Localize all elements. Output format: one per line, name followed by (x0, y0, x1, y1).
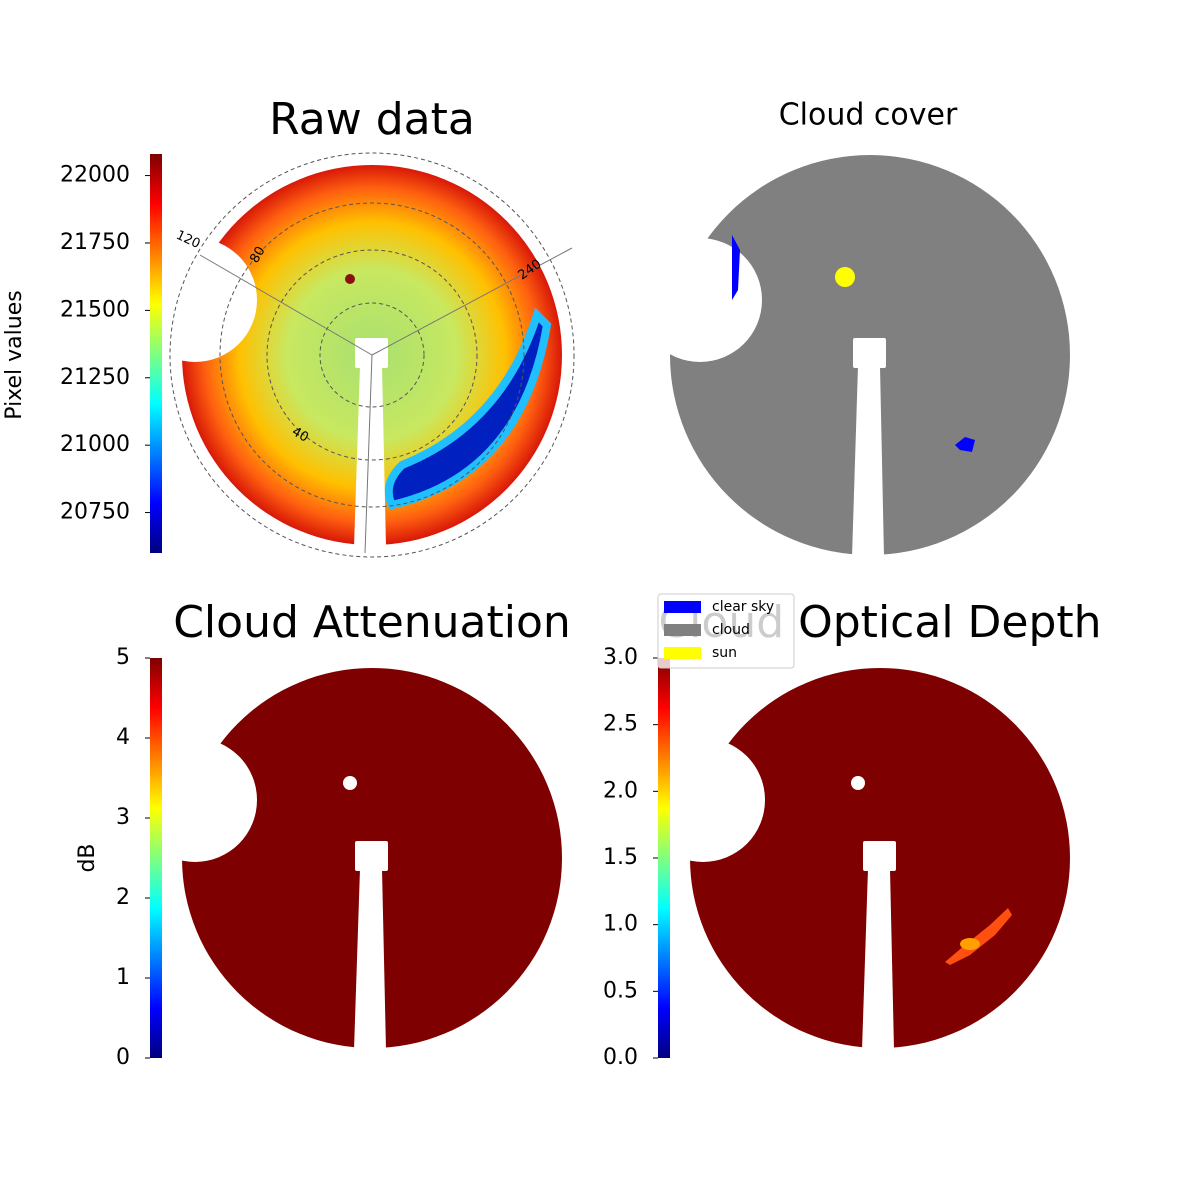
colorbar (658, 658, 670, 1058)
polar-grid (199, 254, 373, 356)
sky-image (641, 668, 1070, 1050)
colorbar-tick-label: 5 (116, 645, 130, 670)
colorbar-tick-label: 21750 (60, 230, 130, 255)
colorbar-tick-label: 3 (116, 805, 130, 830)
colorbar-tick-label: 2.0 (603, 778, 638, 803)
image-mask (355, 841, 388, 871)
polar-label: 80 (247, 244, 268, 266)
legend-swatch (664, 624, 701, 636)
colorbar-tick-label: 2 (116, 885, 130, 910)
polar-grid (266, 249, 478, 461)
colorbar-tick-label: 1.5 (603, 845, 638, 870)
colorbar-tick-label: 1.0 (603, 912, 638, 937)
colorbar-tick-label: 21000 (60, 432, 130, 457)
colorbar-tick-label: 0.5 (603, 978, 638, 1003)
image-mask (354, 366, 386, 547)
polar-label: 40 (289, 424, 311, 445)
legend-swatch (664, 647, 701, 659)
colorbar-tick-label: 1 (116, 965, 130, 990)
polar-grid (169, 152, 575, 558)
image-feature (945, 908, 1012, 965)
image-mask (863, 841, 896, 871)
image-mask (638, 238, 762, 362)
legend: clear sky cloud sun (657, 593, 795, 669)
polar-grid (364, 354, 373, 554)
image-mask (862, 869, 894, 1050)
image-feature (955, 437, 975, 452)
panel-title: Cloud cover (779, 98, 958, 133)
image-feature (345, 274, 355, 284)
legend-label: sun (712, 645, 737, 661)
polar-grid (371, 247, 573, 356)
image-mask (355, 338, 388, 368)
colorbar-tick-label: 21250 (60, 365, 130, 390)
colorbar-tick-label: 2.5 (603, 712, 638, 737)
colorbar-tick-label: 0.0 (603, 1045, 638, 1070)
image-feature (732, 235, 740, 300)
image-mask (343, 776, 357, 790)
image-mask (133, 738, 257, 862)
panel-title: Raw data (269, 94, 475, 145)
image-mask (354, 869, 386, 1050)
colorbar-tick-label: 21500 (60, 297, 130, 322)
sky-image (133, 165, 562, 547)
polar-grid (319, 302, 425, 408)
image-feature (960, 938, 980, 950)
image-mask (641, 738, 765, 862)
image-mask (133, 238, 257, 362)
colorbar-label: Pixel values (2, 290, 27, 419)
panel-title: Cloud Attenuation (173, 597, 571, 648)
image-feature (384, 307, 552, 510)
colorbar-tick-label: 0 (116, 1045, 130, 1070)
colorbar (150, 658, 162, 1058)
colorbar (150, 154, 162, 553)
legend-swatch (664, 601, 701, 613)
legend-label: clear sky (712, 599, 774, 615)
image-mask (851, 776, 865, 790)
legend-label: cloud (712, 622, 750, 638)
sky-image (133, 668, 562, 1050)
colorbar-label: dB (75, 843, 100, 872)
image-mask (852, 366, 884, 557)
image-mask (853, 338, 886, 368)
sky-image (638, 155, 1070, 557)
colorbar-tick-label: 22000 (60, 163, 130, 188)
colorbar-tick-label: 20750 (60, 500, 130, 525)
colorbar-tick-label: 4 (116, 725, 130, 750)
colorbar-tick-label: 3.0 (603, 645, 638, 670)
polar-grid (219, 202, 525, 508)
image-feature (835, 267, 855, 287)
